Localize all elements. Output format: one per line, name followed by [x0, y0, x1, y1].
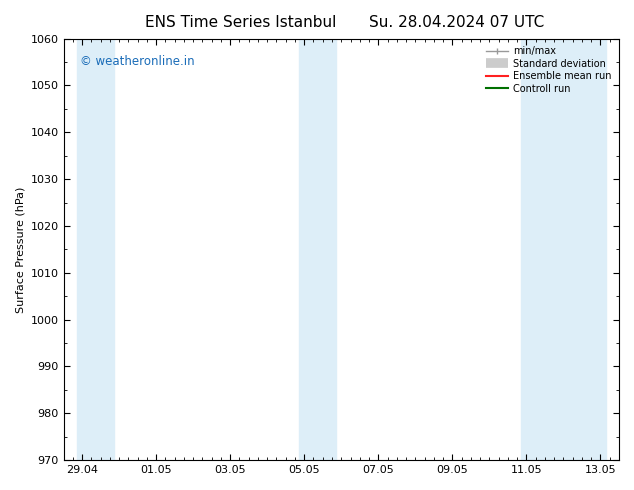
- Text: © weatheronline.in: © weatheronline.in: [81, 55, 195, 69]
- Legend: min/max, Standard deviation, Ensemble mean run, Controll run: min/max, Standard deviation, Ensemble me…: [484, 44, 614, 97]
- Bar: [77, 39, 113, 460]
- Text: ENS Time Series Istanbul: ENS Time Series Istanbul: [145, 15, 337, 30]
- Y-axis label: Surface Pressure (hPa): Surface Pressure (hPa): [15, 186, 25, 313]
- Bar: [299, 39, 336, 460]
- Text: Su. 28.04.2024 07 UTC: Su. 28.04.2024 07 UTC: [369, 15, 544, 30]
- Bar: [521, 39, 606, 460]
